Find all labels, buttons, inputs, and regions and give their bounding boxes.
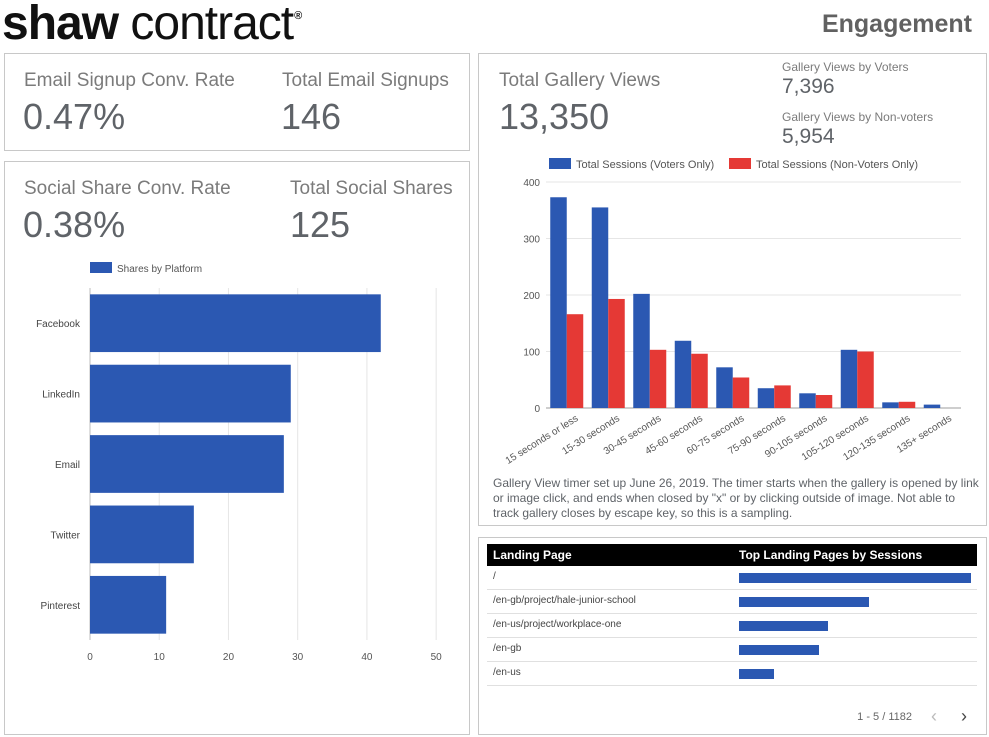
sessions-bar: [739, 645, 820, 655]
bar-twitter: [90, 505, 194, 564]
bar-pinterest: [90, 575, 167, 634]
shares-by-platform-chart: Shares by Platform 0 10 20 30 40 50 Facebook Lin…: [36, 262, 443, 663]
email-kpi-panel: Email Signup Conv. Rate 0.47% Total Emai…: [4, 53, 470, 151]
voters-views-value: 7,396: [782, 75, 835, 98]
voters-views-label: Gallery Views by Voters: [782, 60, 909, 74]
legend-label-voters: Total Sessions (Voters Only): [576, 159, 714, 171]
social-shares-label: Total Social Shares: [290, 178, 453, 199]
legend-label-nonvoters: Total Sessions (Non-Voters Only): [756, 159, 918, 171]
bar-nonvoters: [566, 314, 584, 408]
bar-nonvoters: [857, 351, 874, 408]
legend-label-shares: Shares by Platform: [117, 264, 202, 275]
y-tick-label: 300: [523, 235, 540, 246]
bar-voters: [674, 340, 692, 408]
gallery-views-value: 13,350: [499, 96, 610, 137]
nonvoters-views-value: 5,954: [782, 125, 835, 148]
email-signups-value: 146: [281, 96, 342, 137]
email-conv-rate-label: Email Signup Conv. Rate: [24, 70, 235, 91]
table-header: Landing Page Top Landing Pages by Sessio…: [487, 544, 977, 566]
sessions-column-header[interactable]: Top Landing Pages by Sessions: [739, 548, 923, 562]
x-tick-label: 40: [361, 652, 373, 663]
table-row[interactable]: /en-us: [487, 662, 977, 686]
bar-voters: [716, 367, 733, 408]
bar-nonvoters: [898, 401, 916, 408]
table-row[interactable]: /en-gb/project/hale-junior-school: [487, 590, 977, 614]
gallery-panel: Total Gallery Views 13,350 Gallery Views…: [478, 53, 987, 526]
bar-linkedin: [90, 364, 291, 423]
y-tick-label: 100: [523, 348, 540, 359]
registered-mark: ®: [294, 10, 302, 22]
gallery-note: Gallery View timer set up June 26, 2019.…: [493, 476, 979, 520]
brand-logo: shaw contract®: [2, 0, 302, 51]
y-tick-label: 200: [523, 291, 540, 302]
email-conv-rate-value: 0.47%: [23, 96, 126, 137]
table-row[interactable]: /en-us/project/workplace-one: [487, 614, 977, 638]
x-tick-label: 0: [87, 652, 93, 663]
sessions-bar: [739, 669, 774, 679]
bar-voters: [799, 393, 816, 408]
bar-nonvoters: [649, 349, 667, 408]
pagination-label: 1 - 5 / 1182: [857, 711, 912, 723]
session-duration-chart: Total Sessions (Voters Only) Total Sessio…: [504, 158, 961, 467]
logo-regular-text: contract: [130, 0, 294, 50]
email-signups-label: Total Email Signups: [282, 70, 449, 91]
chevron-left-icon[interactable]: ‹: [931, 706, 937, 726]
social-panel: Social Share Conv. Rate 0.38% Total Soci…: [4, 161, 470, 735]
bar-email: [90, 435, 284, 493]
x-category-label: 15 seconds or less: [504, 413, 581, 467]
social-shares-value: 125: [290, 204, 351, 245]
chevron-right-icon[interactable]: ›: [961, 706, 967, 726]
bar-voters: [591, 207, 609, 408]
x-tick-label: 20: [223, 652, 235, 663]
bar-nonvoters: [608, 298, 625, 408]
sessions-bar: [739, 597, 869, 607]
sessions-bar: [739, 621, 829, 631]
bar-voters: [757, 388, 775, 408]
landing-page-path: /en-us: [493, 667, 521, 678]
table-row[interactable]: /: [487, 566, 977, 590]
table-row[interactable]: /en-gb: [487, 638, 977, 662]
bar-nonvoters: [732, 377, 750, 408]
landing-page-path: /: [493, 571, 496, 582]
bar-voters: [923, 404, 941, 408]
y-category-label: Pinterest: [41, 601, 81, 612]
bar-facebook: [90, 294, 381, 353]
social-conv-rate-label: Social Share Conv. Rate: [24, 178, 231, 199]
landing-page-column-header[interactable]: Landing Page: [493, 548, 572, 562]
bar-voters: [633, 293, 650, 408]
y-category-label: LinkedIn: [42, 390, 80, 401]
legend-swatch-nonvoters: [729, 158, 751, 169]
bar-voters: [550, 197, 567, 408]
social-conv-rate-value: 0.38%: [23, 204, 126, 245]
landing-pages-panel: Landing Page Top Landing Pages by Sessio…: [478, 537, 987, 735]
bar-voters: [840, 349, 858, 408]
x-tick-label: 30: [292, 652, 304, 663]
landing-page-path: /en-gb/project/hale-junior-school: [493, 595, 636, 606]
y-tick-label: 400: [523, 178, 540, 189]
legend-swatch-shares: [90, 262, 112, 273]
x-tick-label: 10: [154, 652, 166, 663]
bar-nonvoters: [774, 385, 791, 408]
logo-bold-text: shaw: [2, 0, 119, 50]
bar-voters: [882, 402, 899, 408]
y-tick-label: 0: [534, 404, 540, 415]
x-tick-label: 50: [431, 652, 443, 663]
legend-swatch-voters: [549, 158, 571, 169]
nonvoters-views-label: Gallery Views by Non-voters: [782, 110, 934, 124]
gallery-views-label: Total Gallery Views: [499, 70, 661, 91]
page-title: Engagement: [821, 10, 972, 38]
landing-page-path: /en-gb: [493, 643, 522, 654]
y-category-label: Twitter: [51, 530, 81, 541]
sessions-bar: [739, 573, 971, 583]
bar-nonvoters: [815, 395, 833, 408]
y-category-label: Email: [55, 460, 80, 471]
y-category-label: Facebook: [36, 319, 81, 330]
bar-nonvoters: [691, 353, 708, 408]
landing-page-path: /en-us/project/workplace-one: [493, 619, 622, 630]
